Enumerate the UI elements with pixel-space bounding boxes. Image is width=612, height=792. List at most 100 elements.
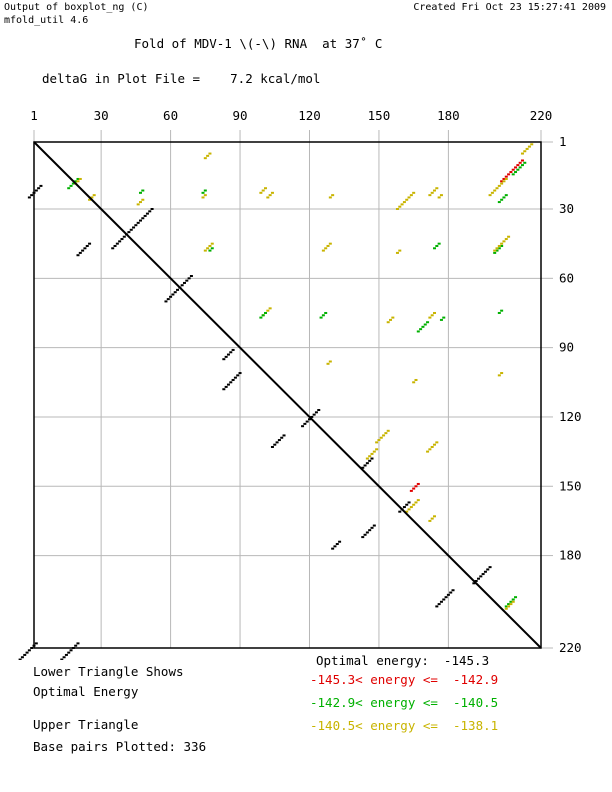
suboptimal-pair-dot <box>382 434 386 437</box>
suboptimal-pair-dot <box>326 244 330 247</box>
optimal-pair-dot <box>303 422 307 425</box>
suboptimal-pair-dot <box>136 203 140 206</box>
optimal-pair-dot <box>226 353 230 356</box>
optimal-energy-caption: Optimal Energy <box>33 684 139 699</box>
x-tick-label: 60 <box>163 108 178 123</box>
suboptimal-pair-dot <box>208 244 212 247</box>
optimal-pair-dot <box>138 219 142 222</box>
optimal-pair-dot <box>305 420 309 423</box>
optimal-pair-dot <box>166 298 170 301</box>
optimal-pair-dot <box>30 194 34 197</box>
suboptimal-pair-dot <box>488 194 492 197</box>
suboptimal-pair-dot <box>516 164 520 167</box>
optimal-pair-dot <box>150 208 154 211</box>
suboptimal-pair-dot <box>138 191 142 194</box>
suboptimal-pair-dot <box>370 452 374 455</box>
suboptimal-pair-dot <box>402 201 406 204</box>
suboptimal-pair-dot <box>509 600 513 603</box>
suboptimal-pair-dot <box>523 150 527 153</box>
suboptimal-pair-dot <box>433 515 437 518</box>
suboptimal-pair-dot <box>500 180 504 183</box>
suboptimal-pair-dot <box>507 173 511 176</box>
suboptimal-pair-dot <box>203 189 207 192</box>
optimal-pair-dot <box>67 651 71 654</box>
optimal-pair-dot <box>83 247 87 250</box>
optimal-pair-dot <box>115 242 119 245</box>
optimal-pair-dot <box>317 409 321 412</box>
suboptimal-pair-dot <box>493 249 497 252</box>
suboptimal-pair-dot <box>405 198 409 201</box>
dot-plot: 1 30 60 90 120 150 180 220 1 30 60 90 120 150 180 220 <box>18 108 582 660</box>
suboptimal-pair-dot <box>511 173 515 176</box>
suboptimal-pair-dot <box>416 330 420 333</box>
optimal-pair-dot <box>312 413 316 416</box>
optimal-pair-dot <box>127 231 131 234</box>
suboptimal-pair-dot <box>268 194 272 197</box>
suboptimal-pair-dot <box>500 198 504 201</box>
suboptimal-pair-dot <box>409 489 413 492</box>
suboptimal-pair-dot <box>502 240 506 243</box>
optimal-pair-dot <box>363 464 367 467</box>
optimal-pair-dot <box>120 238 124 241</box>
optimal-pair-dot <box>277 439 281 442</box>
upper-triangle-label: Upper Triangle <box>33 717 139 732</box>
optimal-pair-dot <box>372 524 376 527</box>
suboptimal-pair-dot <box>435 244 439 247</box>
optimal-pair-dot <box>301 425 305 428</box>
suboptimal-pair-dot <box>88 198 92 201</box>
suboptimal-pair-dot <box>372 450 376 453</box>
suboptimal-pair-dot <box>395 208 399 211</box>
suboptimal-pair-dot <box>426 450 430 453</box>
created-timestamp: Created Fri Oct 23 15:27:41 2009 <box>413 2 606 13</box>
suboptimal-pair-dot <box>421 325 425 328</box>
optimal-pair-dot <box>231 348 235 351</box>
suboptimal-pair-dot <box>428 194 432 197</box>
suboptimal-pair-dot <box>495 247 499 250</box>
optimal-pair-dot <box>335 543 339 546</box>
energy-level-yellow: -140.5< energy <= -138.1 <box>310 718 499 733</box>
suboptimal-pair-dot <box>208 249 212 252</box>
suboptimal-pair-dot <box>206 247 210 250</box>
optimal-pair-dot <box>402 506 406 509</box>
optimal-pair-dot <box>222 388 226 391</box>
optimal-pair-dot <box>229 351 233 354</box>
suboptimal-pair-dot <box>495 187 499 190</box>
suboptimal-pair-dot <box>386 429 390 432</box>
optimal-pair-dot <box>363 533 367 536</box>
suboptimal-pair-dot <box>412 503 416 506</box>
suboptimal-pair-dot <box>395 251 399 254</box>
suboptimal-pair-dot <box>497 184 501 187</box>
optimal-pair-dot <box>148 210 152 213</box>
suboptimal-pair-dot <box>398 205 402 208</box>
optimal-pair-dot <box>407 501 411 504</box>
optimal-pair-dot <box>476 577 480 580</box>
optimal-pair-dot <box>132 226 136 229</box>
optimal-pair-dot <box>435 605 439 608</box>
suboptimal-pair-dot <box>398 249 402 252</box>
suboptimal-pair-dot <box>516 168 520 171</box>
optimal-pair-dot <box>78 251 82 254</box>
optimal-pair-dot <box>23 653 27 656</box>
optimal-pair-dot <box>275 441 279 444</box>
fold-title: Fold of MDV-1 \(-\) RNA at 37˚ C <box>134 36 383 51</box>
optimal-pair-dot <box>25 651 29 654</box>
suboptimal-pair-dot <box>511 598 515 601</box>
optimal-pair-dot <box>481 573 485 576</box>
suboptimal-pair-dot <box>497 311 501 314</box>
optimal-pair-dot <box>488 566 492 569</box>
optimal-pair-dot <box>474 579 478 582</box>
x-tick-label: 30 <box>94 108 109 123</box>
optimal-pair-dot <box>472 582 476 585</box>
suboptimal-pair-dot <box>208 152 212 155</box>
optimal-pair-dot <box>145 212 149 215</box>
suboptimal-pair-dot <box>266 196 270 199</box>
optimal-pair-dot <box>187 277 191 280</box>
suboptimal-pair-dot <box>523 161 527 164</box>
suboptimal-pair-dot <box>201 196 205 199</box>
suboptimal-pair-dot <box>504 238 508 241</box>
suboptimal-pair-dot <box>409 506 413 509</box>
optimal-pair-dot <box>182 281 186 284</box>
optimal-pair-dot <box>479 575 483 578</box>
suboptimal-pair-dot <box>266 309 270 312</box>
optimal-pair-dot <box>368 529 372 532</box>
